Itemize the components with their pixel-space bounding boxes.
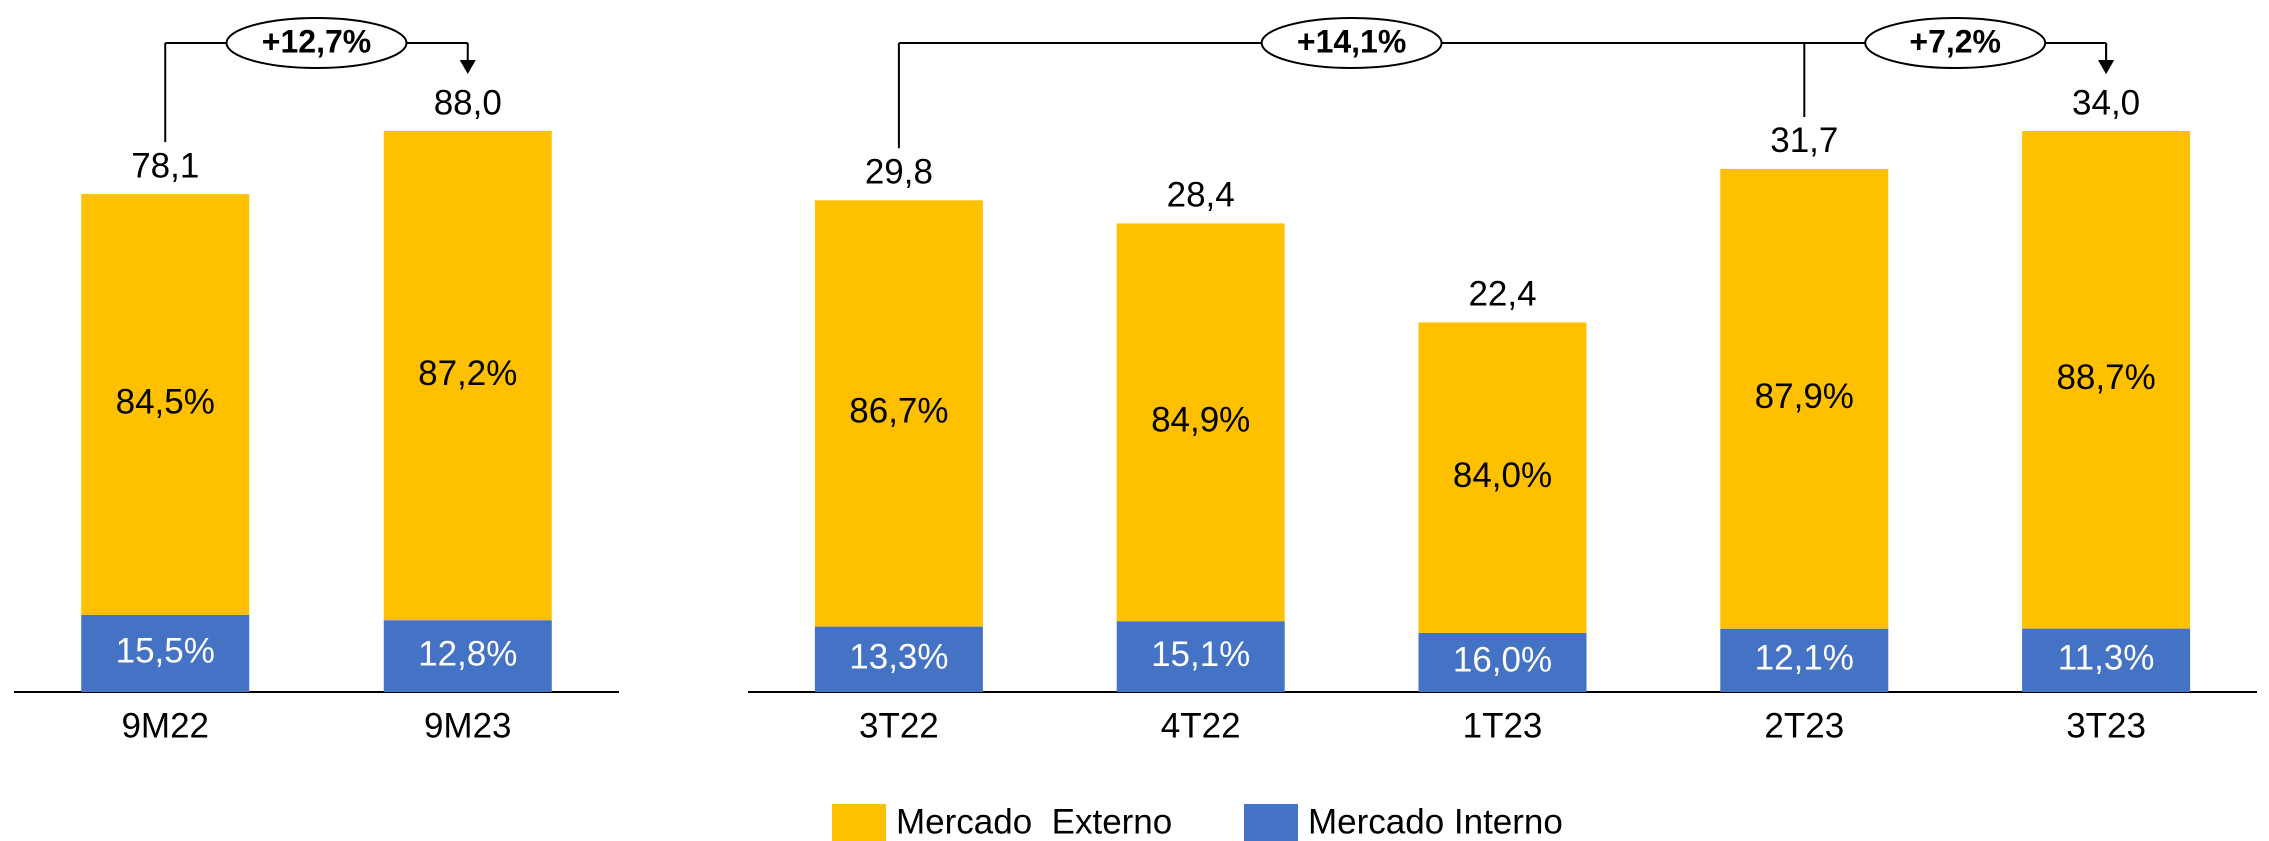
bar-segment	[81, 194, 250, 615]
annotation-bubble	[1260, 17, 1443, 69]
bar-segment	[1720, 168, 1889, 629]
segment-label: 16,0%	[1453, 641, 1552, 680]
bar-segment	[1418, 632, 1587, 692]
total-label: 88,0	[434, 83, 502, 122]
x-tick-label: 2T23	[1764, 706, 1844, 745]
segment-label: 87,2%	[418, 354, 517, 393]
bar-segment	[383, 131, 552, 621]
segment-label: 15,5%	[116, 632, 215, 671]
segment-label: 88,7%	[2056, 358, 2155, 397]
segment-label: 11,3%	[2058, 639, 2155, 678]
segment-label: 12,8%	[418, 634, 517, 673]
bar-segment	[81, 614, 250, 692]
annotation-bubble	[225, 17, 408, 69]
annotation-arrow	[459, 60, 476, 74]
total-label: 28,4	[1167, 176, 1235, 215]
annotation-arrow	[2098, 60, 2115, 74]
bar-segment	[814, 626, 983, 692]
segment-label: 13,3%	[849, 638, 948, 677]
segment-label: 86,7%	[849, 392, 948, 431]
x-tick-label: 9M22	[121, 706, 209, 745]
legend-swatch	[832, 804, 886, 841]
total-label: 31,7	[1770, 121, 1838, 160]
x-tick-label: 3T23	[2066, 706, 2146, 745]
bar-segment	[1720, 628, 1889, 692]
annotation-bubble	[1864, 17, 2047, 69]
segment-label: 87,9%	[1755, 377, 1854, 416]
bar-segment	[383, 620, 552, 692]
total-label: 29,8	[865, 153, 933, 192]
bar-segment	[2022, 131, 2191, 629]
segment-label: 84,9%	[1151, 401, 1250, 440]
annotation-label: +7,2%	[1909, 23, 2001, 59]
total-label: 78,1	[131, 146, 199, 185]
annotation-label: +14,1%	[1297, 23, 1406, 59]
annotation-label: +12,7%	[262, 23, 371, 59]
x-tick-label: 3T22	[859, 706, 939, 745]
x-tick-label: 1T23	[1463, 706, 1543, 745]
bar-segment	[814, 200, 983, 627]
total-label: 34,0	[2072, 83, 2140, 122]
bar-segment	[1116, 621, 1285, 692]
total-label: 22,4	[1468, 275, 1536, 314]
x-tick-label: 9M23	[424, 706, 512, 745]
legend-swatch	[1244, 804, 1298, 841]
x-tick-label: 4T22	[1161, 706, 1241, 745]
legend-label: Mercado Interno	[1308, 802, 1563, 841]
bar-segment	[1418, 322, 1587, 633]
legend-label: Mercado Externo	[896, 802, 1172, 841]
segment-label: 15,1%	[1151, 635, 1250, 674]
segment-label: 84,0%	[1453, 456, 1552, 495]
segment-label: 84,5%	[116, 383, 215, 422]
segment-label: 12,1%	[1755, 639, 1854, 678]
bar-segment	[2022, 628, 2191, 692]
bar-segment	[1116, 223, 1285, 622]
